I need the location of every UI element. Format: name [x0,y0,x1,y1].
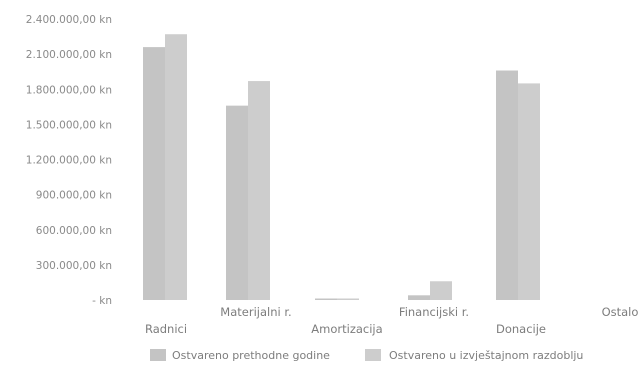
y-tick-label: 1.200.000,00 kn [26,155,112,167]
bar-previous-1 [226,105,248,301]
bar-previous-4 [496,70,518,301]
category-label: Materijalni r. [220,305,291,319]
bar-previous-0 [143,47,165,300]
legend-entry: Ostvareno prethodne godine [172,349,330,362]
y-tick-label: 1.500.000,00 kn [26,119,112,131]
y-tick-label: - kn [92,295,112,307]
category-label: Donacije [496,322,546,336]
category-label: Ostalo [602,305,639,319]
category-label: Radnici [145,322,187,336]
bar-current-2 [337,298,359,300]
y-tick-label: 1.800.000,00 kn [26,84,112,96]
y-tick-label: 2.400.000,00 kn [26,14,112,26]
category-label: Financijski r. [399,305,469,319]
bar-current-4 [518,83,540,300]
bar-current-0 [165,34,187,301]
legend-swatch [150,349,166,361]
bar-current-1 [248,81,270,300]
bar-previous-2 [315,298,337,300]
y-axis-ticks: - kn 300.000,00 kn 600.000,00 kn 900.000,00… [26,14,112,307]
legend-entry: Ostvareno u izvještajnom razdoblju [389,349,583,362]
category-label: Amortizacija [311,322,382,336]
y-tick-label: 600.000,00 kn [36,225,112,237]
category-labels: Radnici Materijalni r. Amortizacija Financi… [145,305,638,336]
bars [143,34,540,301]
bar-previous-3 [408,295,430,300]
y-tick-label: 300.000,00 kn [36,260,112,272]
y-tick-label: 2.100.000,00 kn [26,49,112,61]
y-tick-label: 900.000,00 kn [36,190,112,202]
legend-swatch [365,349,381,361]
bar-current-3 [430,281,452,300]
legend: Ostvareno prethodne godine Ostvareno u iz… [150,349,583,362]
